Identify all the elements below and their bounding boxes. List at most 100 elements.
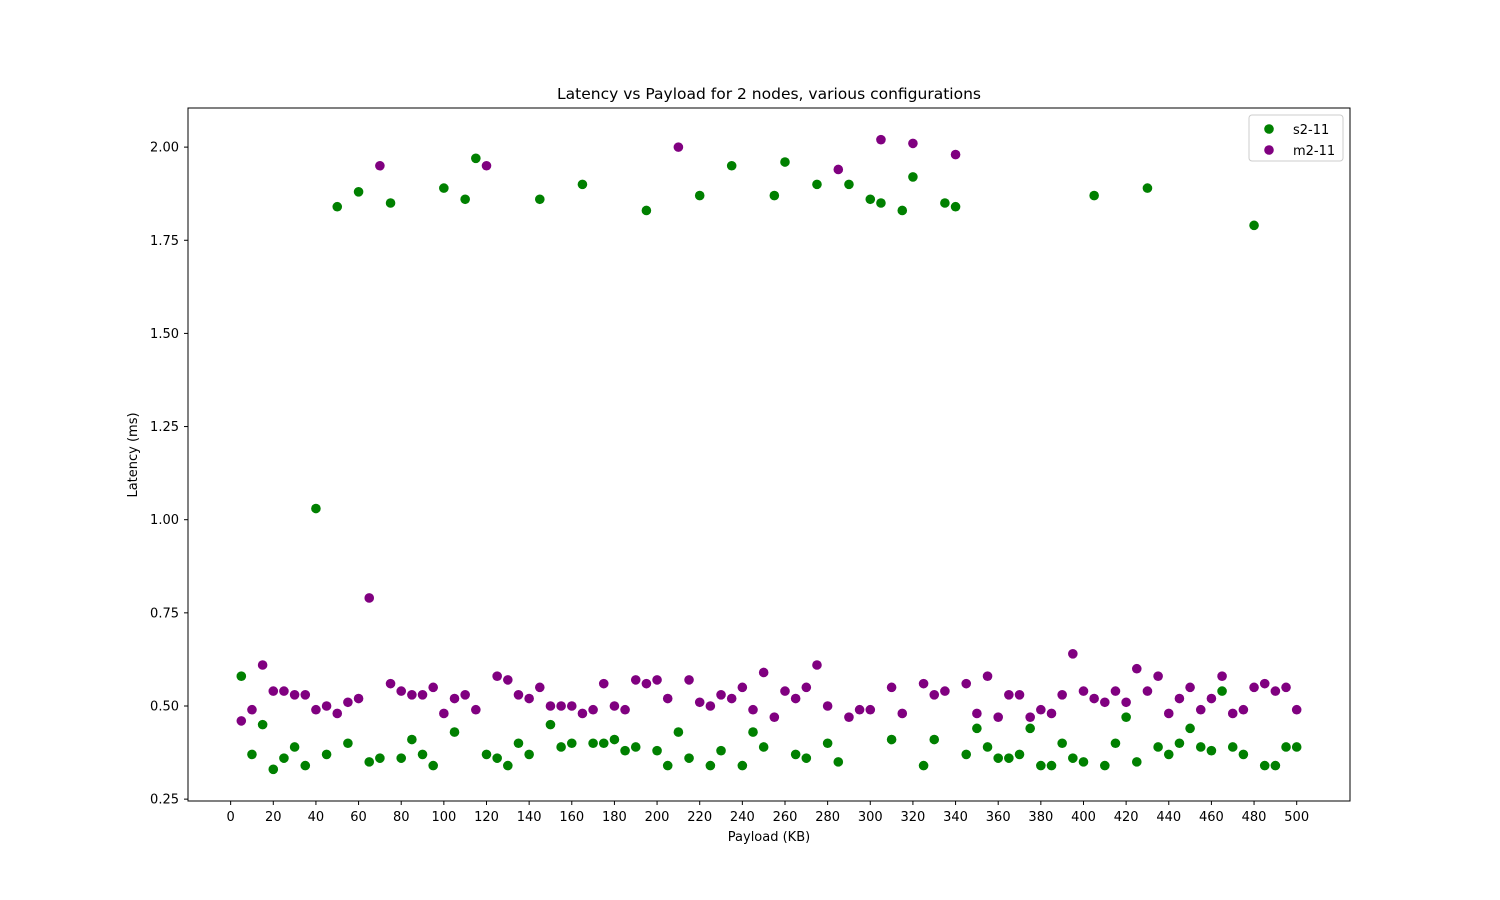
data-point [1142,686,1153,696]
data-point [503,675,513,685]
y-tick-label: 2.00 [150,141,179,156]
data-point [940,686,950,696]
data-point [652,675,662,685]
data-point [279,753,289,763]
data-point [1185,682,1195,693]
data-point [1217,686,1227,696]
data-point [364,593,375,603]
data-point [1110,686,1121,696]
data-point [833,757,844,767]
data-point [726,693,737,704]
data-point [1195,704,1206,715]
data-point [439,708,449,719]
data-point [1100,760,1110,771]
data-point [257,660,268,670]
data-point [950,201,961,212]
x-tick-label: 0 [227,810,235,825]
x-tick-label: 320 [901,810,926,825]
data-point [1121,697,1131,708]
data-point [566,701,577,711]
data-point [1100,697,1110,708]
data-point [1057,690,1067,700]
data-point [993,712,1003,722]
x-tick-label: 420 [1114,810,1139,825]
x-tick-label: 80 [393,810,410,825]
x-tick-label: 100 [431,810,456,825]
data-point [609,734,620,745]
data-point [417,749,428,760]
data-point [908,138,918,149]
data-point [1281,682,1291,693]
data-point [1238,749,1249,760]
data-point [972,708,982,719]
data-point [343,697,353,708]
data-point [460,690,470,700]
data-point [801,682,812,693]
data-point [833,164,844,175]
data-point [353,187,364,197]
data-point [780,157,790,167]
data-point [790,749,801,760]
data-point [481,749,492,760]
data-point [332,708,343,719]
data-point [684,675,694,685]
data-point [492,671,502,681]
data-point [769,712,780,722]
data-point [1046,760,1057,771]
data-point [247,704,257,715]
data-point [598,738,609,749]
x-tick-label: 200 [645,810,670,825]
data-point [396,753,407,763]
x-tick-label: 480 [1242,810,1267,825]
y-tick-label: 1.25 [150,420,179,435]
y-tick-label: 1.50 [150,327,179,342]
x-tick-label: 220 [687,810,712,825]
data-point [1238,704,1249,715]
data-point [1142,183,1153,193]
data-point [588,704,598,715]
data-point [353,693,364,704]
data-point [620,704,630,715]
data-point [385,198,396,208]
data-point [609,701,620,711]
data-point [673,727,684,737]
data-point [1206,745,1217,756]
y-axis-label: Latency (ms) [126,412,141,497]
data-point [886,682,897,693]
data-point [471,153,481,164]
data-point [449,727,460,737]
data-point [630,675,641,685]
data-point [801,753,812,763]
x-axis-label: Payload (KB) [728,830,810,845]
data-point [705,701,716,711]
data-point [630,742,641,752]
y-tick-label: 1.75 [150,234,179,249]
data-point [865,704,876,715]
data-point [1249,682,1259,693]
data-point [311,503,321,514]
data-point [822,738,833,749]
x-tick-label: 180 [602,810,627,825]
data-point [705,760,716,771]
data-point [641,205,652,216]
data-point [940,198,950,208]
data-point [812,179,822,190]
x-tick-label: 360 [986,810,1011,825]
data-point [1036,760,1046,771]
plot-area: 0 20 40 60 80 100 120 140 160 180 200 220 240 260 280 3… [150,107,1351,825]
chart-title: Latency vs Payload for 2 nodes, various … [557,85,981,103]
data-point [1089,693,1099,704]
data-point [545,719,556,730]
legend-marker [1264,145,1274,155]
data-point [1174,738,1185,749]
data-point [321,749,332,760]
x-tick-label: 40 [308,810,325,825]
data-point [1270,760,1281,771]
data-point [694,697,705,708]
data-point [439,183,449,193]
data-point [535,682,545,693]
data-point [982,742,993,752]
data-point [993,753,1003,763]
data-point [492,753,502,763]
